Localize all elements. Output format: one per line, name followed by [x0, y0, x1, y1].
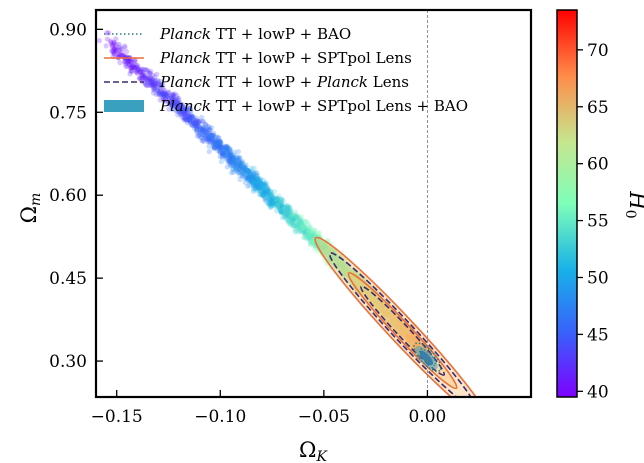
colorbar-title: H0: [622, 190, 644, 218]
colorbar-tick-label: 65: [587, 98, 609, 118]
colorbar-tick-label: 40: [587, 382, 609, 402]
colorbar-tick-label: 60: [587, 155, 609, 175]
sample-point: [300, 222, 305, 227]
y-tick-label: 0.90: [49, 20, 87, 40]
sample-point: [228, 150, 233, 155]
x-axis-title: ΩK: [299, 438, 328, 463]
colorbar: [557, 10, 577, 397]
colorbar-tick-label: 45: [587, 325, 609, 345]
legend-label: Planck TT + lowP + Planck Lens: [159, 73, 409, 91]
sample-point: [218, 139, 223, 144]
sample-point: [308, 230, 313, 235]
x-tick-label: −0.10: [194, 407, 246, 427]
sample-point: [252, 166, 257, 171]
sample-point: [153, 86, 158, 91]
sample-point: [236, 159, 241, 164]
sample-point: [109, 41, 114, 46]
sample-point: [283, 210, 288, 215]
y-tick-label: 0.75: [49, 103, 87, 123]
sample-point: [161, 92, 166, 97]
sample-point: [267, 201, 272, 206]
x-tick-label: 0.00: [408, 407, 446, 427]
contours-layer: [306, 229, 499, 433]
sample-point: [252, 174, 257, 179]
legend-label: Planck TT + lowP + SPTpol Lens: [159, 49, 412, 67]
x-tick-label: −0.15: [91, 407, 143, 427]
x-axis: −0.15 −0.10 −0.05 0.00: [91, 390, 447, 427]
sample-point: [209, 125, 214, 130]
sample-point: [191, 115, 196, 120]
sample-point: [127, 71, 132, 76]
sample-point: [280, 215, 285, 220]
sample-point: [117, 60, 122, 65]
sample-point: [137, 76, 142, 81]
y-axis-title: Ωm: [17, 193, 44, 224]
sample-point: [97, 38, 102, 43]
legend-label: Planck TT + lowP + BAO: [159, 25, 351, 43]
sample-point: [219, 159, 224, 164]
sample-point: [260, 192, 265, 197]
sample-point: [111, 49, 116, 54]
sample-point: [142, 73, 147, 78]
sample-point: [186, 116, 191, 121]
sample-point: [290, 220, 295, 225]
sample-point: [105, 37, 110, 42]
sample-point: [251, 186, 256, 191]
sample-point: [126, 62, 131, 67]
sample-point: [188, 121, 193, 126]
sample-point: [207, 149, 212, 154]
colorbar-tick-label: 70: [587, 41, 609, 61]
colorbar-tick-label: 55: [587, 212, 609, 232]
plot-frame: [96, 10, 531, 397]
sample-point: [152, 78, 157, 83]
colorbar-ticks: 40 45 50 55 60 65 70: [577, 41, 609, 402]
sample-point: [299, 214, 304, 219]
sample-point: [143, 67, 148, 72]
sample-point: [294, 215, 299, 220]
colorbar-tick-label: 50: [587, 268, 609, 288]
sample-point: [198, 130, 203, 135]
sample-point: [134, 67, 139, 72]
sample-point: [275, 203, 280, 208]
y-tick-label: 0.45: [49, 269, 87, 289]
sample-point: [272, 189, 277, 194]
sample-point: [117, 53, 122, 58]
sample-point: [117, 48, 122, 53]
sample-point: [263, 197, 268, 202]
y-tick-label: 0.30: [49, 352, 87, 372]
x-tick-label: −0.05: [298, 407, 350, 427]
legend-swatch: [104, 100, 144, 112]
sample-point: [251, 180, 256, 185]
sample-point: [263, 186, 268, 191]
sample-point: [219, 147, 224, 152]
legend-label: Planck TT + lowP + SPTpol Lens + BAO: [159, 97, 468, 115]
sample-point: [295, 222, 300, 227]
sample-point: [257, 185, 262, 190]
sample-point: [211, 134, 216, 139]
y-tick-label: 0.60: [49, 186, 87, 206]
sample-point: [104, 43, 109, 48]
sample-point: [203, 135, 208, 140]
sample-point: [195, 124, 200, 129]
sample-point: [198, 118, 203, 123]
sample-point: [243, 171, 248, 176]
sample-point: [231, 170, 236, 175]
sample-point: [308, 242, 313, 247]
sample-point: [225, 154, 230, 159]
sample-point: [293, 209, 298, 214]
